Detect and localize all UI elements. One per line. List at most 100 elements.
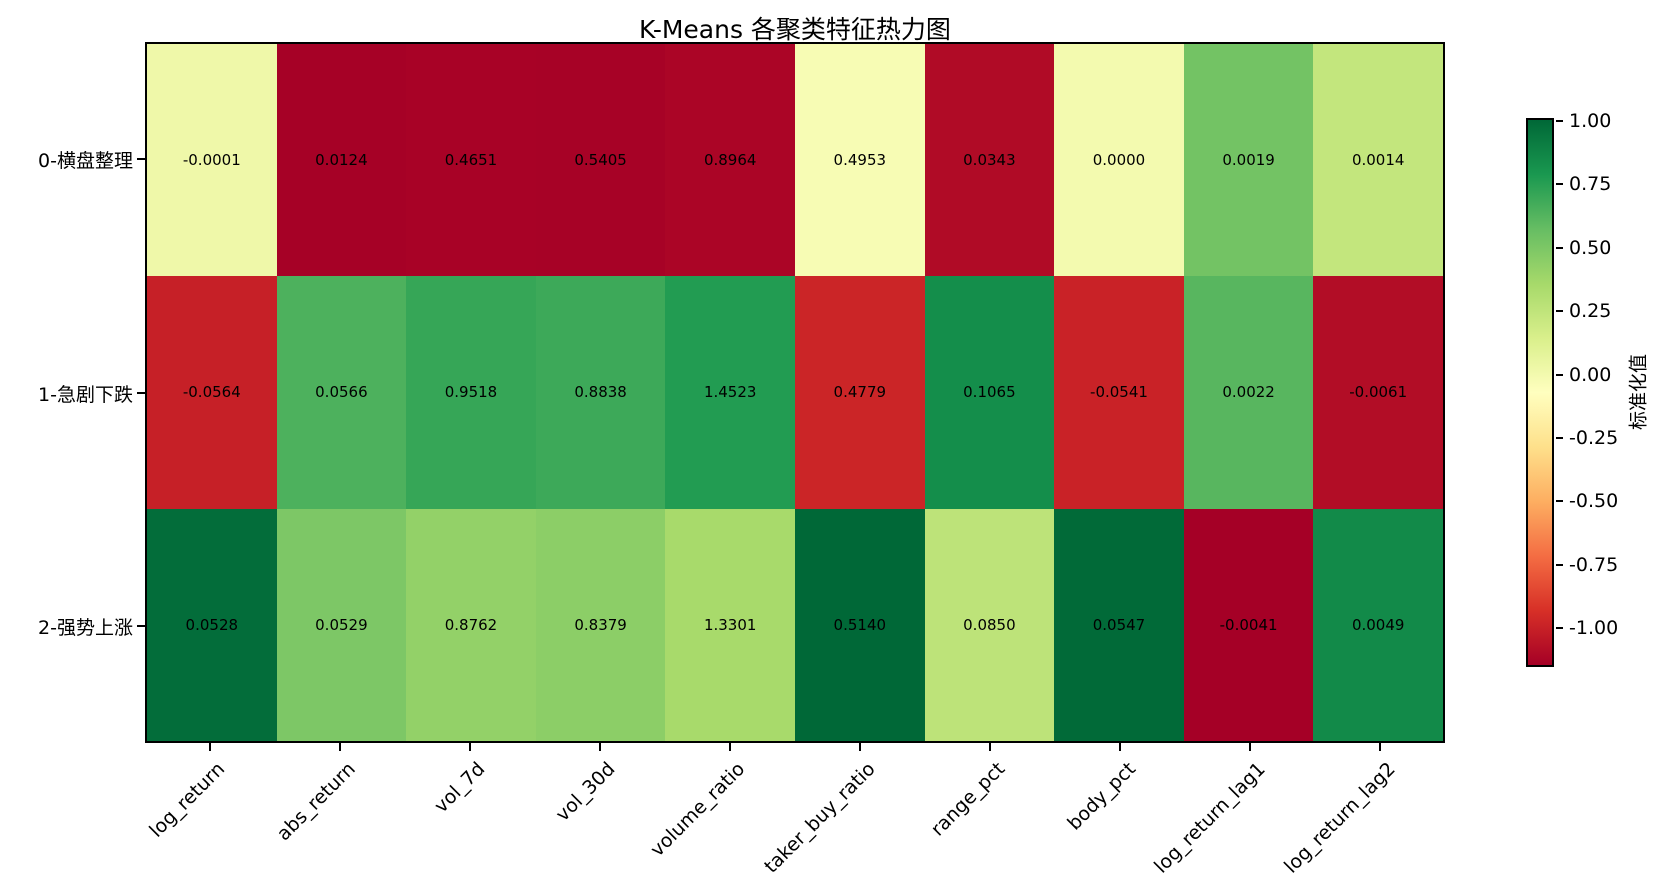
cell-value: 1.3301	[703, 615, 757, 634]
column-label-text: log_return	[145, 758, 230, 842]
colorbar-tick-label: 0.00	[1569, 363, 1612, 386]
column-label-text: range_pct	[927, 758, 1010, 841]
heatmap-cell: 0.0022	[1183, 276, 1314, 509]
colorbar-tick-label: -0.25	[1569, 426, 1619, 449]
x-tick	[1379, 743, 1381, 751]
colorbar-tick-label: 1.00	[1569, 109, 1612, 132]
column-label-text: body_pct	[1062, 758, 1140, 835]
heatmap-cell: 0.4651	[406, 44, 536, 277]
x-tick	[1249, 743, 1251, 751]
x-tick	[989, 743, 991, 751]
x-tick	[469, 743, 471, 751]
cell-value: -0.0041	[1219, 615, 1278, 634]
heatmap-cell: 0.0124	[276, 44, 407, 277]
heatmap-cell: 0.8838	[535, 276, 666, 509]
cell-value: 0.9518	[444, 383, 498, 402]
cell-value: 0.4651	[444, 151, 498, 170]
cell-value: -0.0541	[1090, 383, 1148, 402]
colorbar-tick	[1556, 627, 1563, 630]
colorbar-tick-label: 0.75	[1569, 173, 1612, 196]
cell-value: 0.0014	[1351, 151, 1405, 170]
heatmap-cell: 0.5405	[535, 44, 666, 277]
cell-value: 0.8838	[574, 383, 627, 402]
colorbar	[1526, 118, 1554, 667]
heatmap-cell: 0.5140	[795, 508, 925, 741]
cell-value: 0.0566	[315, 383, 368, 402]
colorbar-tick-label: -0.50	[1569, 490, 1619, 513]
heatmap-grid: -0.0001 0.0124 0.4651 0.5405 0.8964 0.4953 0.0…	[145, 42, 1445, 743]
column-label-text: vol_30d	[551, 758, 620, 826]
column-label-text: vol_7d	[430, 758, 490, 818]
colorbar-tick	[1556, 246, 1563, 249]
colorbar-tick-label: -0.75	[1569, 553, 1619, 576]
heatmap-cell: 0.9518	[406, 276, 536, 509]
column-label-text: volume_ratio	[646, 758, 750, 862]
cell-value: 0.8762	[444, 615, 498, 634]
cell-value: 1.4523	[703, 383, 757, 402]
heatmap-cell: 0.0850	[924, 508, 1055, 741]
heatmap-cell: 0.0019	[1183, 44, 1314, 277]
x-tick	[729, 743, 731, 751]
colorbar-tick	[1556, 500, 1563, 503]
cell-value: 0.0000	[1092, 151, 1146, 170]
heatmap-cell: 0.0343	[924, 44, 1055, 277]
row-label: 2-强势上涨	[38, 617, 133, 640]
heatmap-cell: 0.8964	[665, 44, 795, 277]
cell-value: 0.0343	[963, 151, 1016, 170]
heatmap-cell: -0.0061	[1313, 276, 1443, 509]
cell-value: 0.8379	[574, 615, 627, 634]
cell-value: 0.0547	[1092, 615, 1146, 634]
heatmap-cell: 1.4523	[665, 276, 795, 509]
heatmap-cell: 0.0000	[1054, 44, 1184, 277]
heatmap-cell: 0.8762	[406, 508, 536, 741]
y-tick	[137, 391, 145, 394]
heatmap-cell: 1.3301	[665, 508, 795, 741]
x-tick	[1119, 743, 1121, 751]
column-label-text: abs_return	[272, 758, 360, 846]
colorbar-label: 标准化值	[1627, 353, 1650, 431]
cell-value: 0.8964	[703, 151, 757, 170]
colorbar-tick	[1556, 373, 1563, 376]
cell-value: 0.0124	[315, 151, 368, 170]
heatmap-cell: 0.8379	[535, 508, 666, 741]
row-label: 1-急剧下跌	[38, 383, 133, 406]
colorbar-tick	[1556, 310, 1563, 313]
row-label: 0-横盘整理	[38, 149, 133, 172]
heatmap-cell: -0.0001	[147, 44, 277, 277]
heatmap-cell: -0.0564	[147, 276, 277, 509]
x-tick	[859, 743, 861, 751]
cell-value: -0.0061	[1349, 383, 1408, 402]
cell-value: 0.1065	[963, 383, 1016, 402]
y-tick	[137, 625, 145, 628]
heatmap-cell: 0.0529	[276, 508, 407, 741]
cell-value: 0.0850	[963, 615, 1016, 634]
heatmap-cell: -0.0041	[1183, 508, 1314, 741]
colorbar-tick-label: -1.00	[1569, 617, 1619, 640]
column-label-text: taker_buy_ratio	[760, 758, 880, 878]
column-label-text: log_return_lag2	[1279, 758, 1400, 878]
heatmap-cell: 0.1065	[924, 276, 1055, 509]
x-tick	[599, 743, 601, 751]
heatmap-cell: -0.0541	[1054, 276, 1184, 509]
y-tick	[137, 157, 145, 160]
colorbar-tick	[1556, 563, 1563, 566]
cell-value: 0.0019	[1222, 151, 1275, 170]
heatmap-cell: 0.0566	[276, 276, 407, 509]
cell-value: -0.0564	[182, 383, 241, 402]
colorbar-tick	[1556, 119, 1563, 122]
colorbar-tick-label: 0.50	[1569, 236, 1612, 259]
cell-value: 0.0529	[315, 615, 368, 634]
column-label-text: log_return_lag1	[1149, 758, 1270, 878]
heatmap-cell: 0.4779	[795, 276, 925, 509]
x-tick	[339, 743, 341, 751]
colorbar-tick	[1556, 436, 1563, 439]
cell-value: 0.5405	[574, 151, 627, 170]
heatmap-cell: 0.0547	[1054, 508, 1184, 741]
cell-value: 0.5140	[833, 615, 887, 634]
cell-value: 0.0049	[1351, 615, 1405, 634]
colorbar-tick	[1556, 183, 1563, 186]
heatmap-cell: 0.4953	[795, 44, 925, 277]
heatmap-cell: 0.0049	[1313, 508, 1443, 741]
x-tick	[209, 743, 211, 751]
